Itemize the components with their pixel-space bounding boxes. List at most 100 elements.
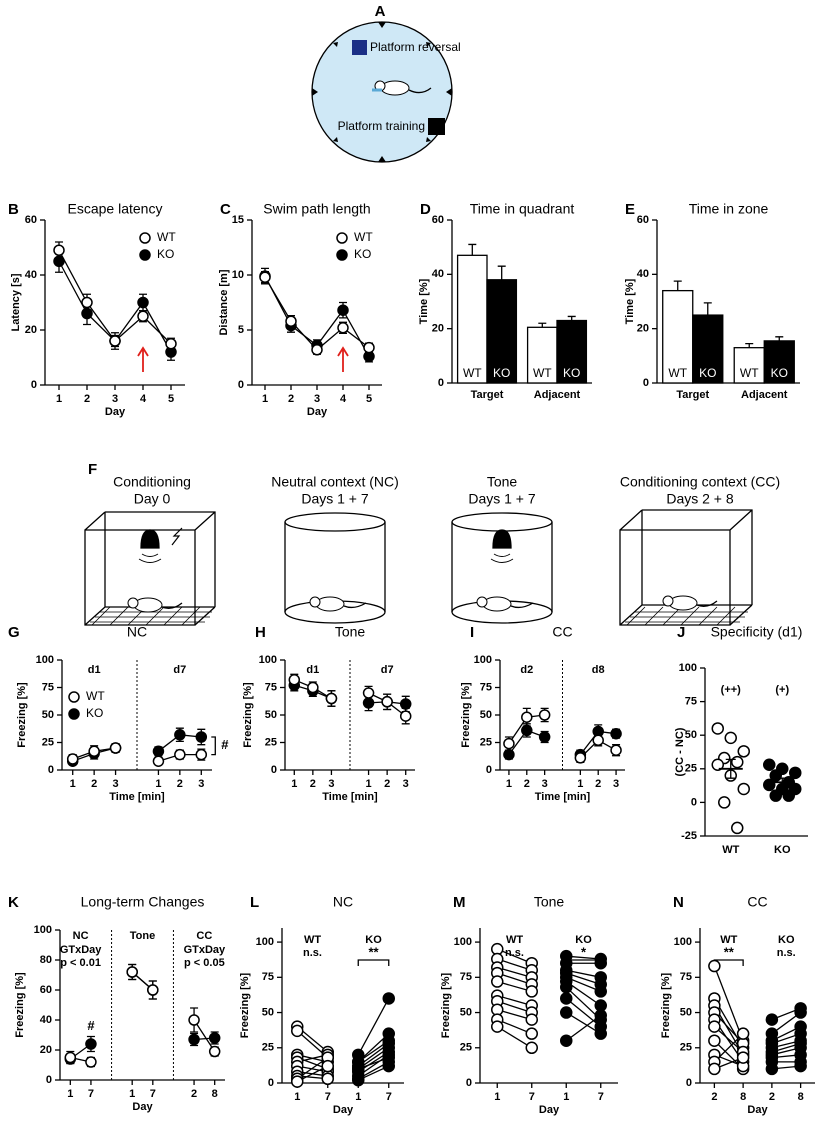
y-tick-label: 0	[466, 1077, 472, 1089]
x-tick-label: 1	[563, 1091, 569, 1103]
y-tick-label: 0	[48, 764, 54, 776]
bar-label: WT	[463, 366, 482, 380]
x-axis-label: Day	[105, 406, 126, 418]
data-point	[382, 992, 395, 1005]
x-tick-label: 3	[314, 393, 320, 405]
panel-label: E	[625, 201, 635, 218]
x-tick-label: 3	[198, 778, 204, 790]
y-tick-label: 75	[262, 971, 274, 983]
x-tick-label: 1	[355, 1091, 361, 1103]
y-tick-label: 40	[637, 268, 649, 280]
x-tick-label: 7	[598, 1091, 604, 1103]
error-bar	[725, 758, 736, 779]
panel-label: H	[255, 624, 266, 641]
data-point	[491, 1020, 504, 1033]
data-point	[288, 674, 301, 686]
data-point	[208, 1045, 221, 1058]
x-tick-label: 5	[168, 393, 174, 405]
y-tick-label: 25	[262, 1042, 274, 1054]
data-point	[382, 1034, 395, 1047]
group-stats: **	[724, 944, 735, 959]
y-tick-label: 25	[460, 1042, 472, 1054]
y-tick-label: 5	[238, 324, 244, 336]
panel-label: A	[375, 3, 386, 20]
context-title: Conditioning context (CC)	[620, 474, 780, 490]
x-tick-label: 1	[294, 1091, 300, 1103]
data-point	[769, 789, 782, 802]
legend-label: KO	[354, 247, 371, 261]
section-note: p < 0.05	[184, 957, 225, 969]
y-tick-label: 80	[40, 954, 52, 966]
y-tick-label: 20	[637, 323, 649, 335]
data-point	[560, 1034, 573, 1047]
panel-label: L	[250, 894, 259, 911]
annotation: #	[87, 1018, 95, 1033]
x-tick-label: Target	[676, 389, 709, 401]
legend-marker	[336, 232, 348, 244]
panel-label: B	[8, 201, 19, 218]
x-tick-label: 3	[613, 778, 619, 790]
x-tick-label: 2	[711, 1091, 717, 1103]
y-tick-label: -25	[681, 830, 697, 842]
y-tick-label: 0	[46, 1074, 52, 1086]
data-point	[147, 984, 159, 996]
data-point	[325, 692, 338, 705]
y-tick-label: 25	[680, 1042, 692, 1054]
data-point	[731, 821, 744, 835]
data-point	[736, 1051, 750, 1064]
annotation: #	[221, 737, 229, 752]
data-point	[708, 959, 721, 973]
data-point	[259, 271, 271, 283]
panel-label: F	[88, 461, 97, 478]
bar-label: KO	[493, 366, 510, 380]
y-tick-label: 100	[34, 924, 52, 936]
section-label: d1	[306, 664, 319, 676]
y-tick-label: 0	[31, 379, 37, 391]
x-tick-label: Adjacent	[534, 389, 581, 401]
x-tick-label: 3	[403, 778, 409, 790]
error-bar	[673, 280, 682, 291]
legend-label: WT	[157, 230, 176, 244]
y-tick-label: 50	[265, 709, 277, 721]
series-line	[264, 276, 370, 351]
chart-title: NC	[127, 624, 147, 640]
chart-title: Escape latency	[68, 201, 163, 217]
panel-label: C	[220, 201, 231, 218]
context-title: Conditioning	[113, 474, 191, 490]
error-bar	[497, 265, 506, 280]
data-point	[137, 310, 149, 322]
data-point	[64, 1051, 77, 1064]
x-tick-label: 1	[56, 393, 62, 405]
data-point	[574, 752, 587, 764]
data-point	[362, 687, 375, 699]
data-point	[53, 244, 65, 256]
context-days: Days 1 + 7	[468, 491, 536, 507]
bar	[733, 347, 765, 384]
x-tick-label: 4	[340, 393, 347, 405]
y-tick-label: 25	[480, 736, 492, 748]
group-label: WT	[506, 934, 523, 946]
bar	[486, 279, 518, 384]
x-tick-label: 1	[366, 778, 372, 790]
x-tick-label: 1	[577, 778, 583, 790]
x-axis-label: Day	[307, 406, 328, 418]
group-label: KO	[778, 934, 795, 946]
data-point	[152, 755, 165, 767]
y-tick-label: 20	[432, 323, 444, 335]
panel-label: M	[453, 894, 466, 911]
section-label: d2	[520, 664, 533, 676]
bar	[556, 319, 588, 384]
x-tick-label: 4	[140, 393, 147, 405]
data-point	[109, 742, 122, 754]
data-point	[291, 1075, 304, 1088]
x-tick-label: 2	[310, 778, 316, 790]
data-point	[363, 341, 375, 354]
legend-marker	[336, 249, 348, 261]
y-tick-label: 60	[25, 214, 37, 226]
x-tick-label: 2	[595, 778, 601, 790]
pair-line	[565, 1011, 602, 1035]
data-point	[538, 731, 551, 743]
data-point	[610, 727, 622, 740]
data-point	[85, 1038, 97, 1050]
section-note: p < 0.01	[60, 957, 101, 969]
